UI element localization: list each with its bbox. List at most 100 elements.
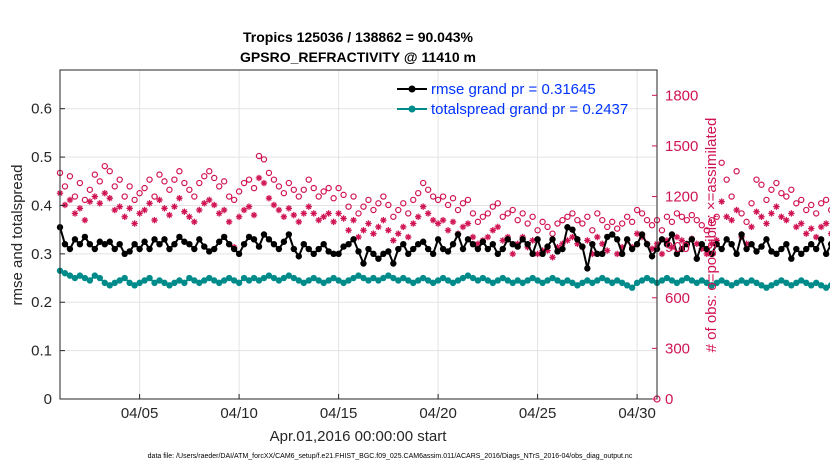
totalspread-point <box>211 277 218 284</box>
assimilated-obs-stroke <box>311 210 317 217</box>
rmse-point <box>161 236 168 243</box>
rmse-point <box>623 236 631 243</box>
assimilated-obs-stroke <box>241 207 247 213</box>
rmse-point <box>618 250 626 258</box>
assimilated-obs-point <box>250 211 258 219</box>
rmse-point <box>808 240 815 248</box>
assimilated-obs-point <box>211 201 218 209</box>
assimilated-obs-point <box>434 220 442 227</box>
rmse-point <box>519 236 526 243</box>
rmse-point <box>564 224 571 231</box>
rmse-point <box>748 240 755 248</box>
totalspread-point <box>564 277 571 284</box>
totalspread-point <box>270 274 278 282</box>
possible-obs-point <box>166 186 173 193</box>
left-y-tick-label: 0.3 <box>31 246 52 263</box>
assimilated-obs-stroke <box>704 251 710 257</box>
possible-obs-point <box>758 181 765 188</box>
rmse-point <box>400 240 407 248</box>
rmse-point <box>66 245 74 253</box>
assimilated-obs-stroke <box>191 219 198 225</box>
right-y-axis-label: # of obs: o=possible; ×=assimilated <box>703 118 720 353</box>
assimilated-obs-stroke <box>375 224 382 230</box>
assimilated-obs-stroke <box>156 197 163 203</box>
possible-obs-point <box>385 201 392 209</box>
possible-obs-point <box>131 196 138 204</box>
totalspread-point <box>290 274 298 282</box>
possible-obs-point <box>574 216 581 224</box>
rmse-point <box>405 250 412 258</box>
assimilated-obs-point <box>66 196 74 204</box>
totalspread-point <box>206 274 213 282</box>
rmse-point <box>225 240 233 248</box>
rmse-point <box>385 248 392 255</box>
totalspread-point <box>808 282 815 289</box>
possible-obs-point <box>126 183 133 190</box>
totalspread-point <box>375 277 382 284</box>
totalspread-point <box>763 284 770 291</box>
assimilated-obs-stroke <box>360 227 367 233</box>
rmse-point <box>395 245 402 253</box>
left-y-tick-label: 0.1 <box>31 343 52 360</box>
possible-obs-point <box>778 189 785 197</box>
assimilated-obs-stroke <box>410 220 416 227</box>
totalspread-point <box>126 279 133 287</box>
assimilated-obs-point <box>345 227 352 234</box>
totalspread-point <box>678 277 686 284</box>
possible-obs-point <box>250 184 258 192</box>
possible-obs-point <box>638 210 646 217</box>
possible-obs-point <box>300 186 307 193</box>
assimilated-obs-stroke <box>355 234 362 240</box>
possible-obs-point <box>295 193 302 200</box>
right-y-axis-ticks: 0 300 600 900 1200 1500 1800 <box>652 87 698 408</box>
totalspread-point <box>623 282 631 289</box>
possible-obs-point <box>673 210 681 217</box>
assimilated-obs-stroke <box>679 237 685 244</box>
rmse-point <box>151 236 158 243</box>
assimilated-obs-stroke <box>77 205 83 212</box>
x-tick-label: 04/15 <box>320 405 358 422</box>
assimilated-obs-stroke <box>345 227 352 233</box>
rmse-point <box>628 245 636 253</box>
possible-obs-point <box>808 201 815 209</box>
assimilated-obs-stroke <box>435 220 441 227</box>
rmse-point <box>415 240 422 248</box>
totalspread-point <box>788 282 795 289</box>
rmse-point <box>574 236 581 243</box>
assimilated-obs-point <box>201 200 208 207</box>
assimilated-obs-point <box>395 230 402 237</box>
assimilated-obs-stroke <box>221 207 227 213</box>
totalspread-point <box>474 277 482 284</box>
assimilated-obs-stroke <box>226 219 232 225</box>
possible-obs-point <box>479 213 487 220</box>
totalspread-point <box>484 277 492 284</box>
assimilated-obs-stroke <box>768 210 775 217</box>
totalspread-point <box>817 282 825 289</box>
assimilated-obs-point <box>375 223 382 231</box>
totalspread-point <box>529 274 536 282</box>
totalspread-point <box>216 279 223 287</box>
rmse-point <box>638 231 646 238</box>
possible-obs-point <box>161 178 168 185</box>
possible-obs-point <box>509 206 516 214</box>
rmse-point <box>703 245 710 253</box>
x-axis-label: Apr.01,2016 00:00:00 start <box>270 428 448 445</box>
totalspread-point <box>604 277 611 284</box>
rmse-point <box>345 240 352 248</box>
possible-obs-point <box>215 183 223 190</box>
totalspread-point <box>156 277 163 284</box>
assimilated-obs-point <box>464 220 472 227</box>
rmse-point <box>171 240 178 248</box>
assimilated-obs-stroke <box>460 224 466 230</box>
assimilated-obs-point <box>673 233 681 241</box>
assimilated-obs-stroke <box>141 207 148 213</box>
possible-obs-point <box>564 213 571 220</box>
possible-obs-point <box>76 179 84 187</box>
rmse-point <box>285 231 293 238</box>
possible-obs-point <box>489 203 497 210</box>
assimilated-obs-point <box>798 220 805 227</box>
totalspread-point <box>330 274 337 282</box>
assimilated-obs-point <box>270 201 278 209</box>
possible-obs-point <box>121 193 128 200</box>
assimilated-obs-point <box>91 193 99 200</box>
